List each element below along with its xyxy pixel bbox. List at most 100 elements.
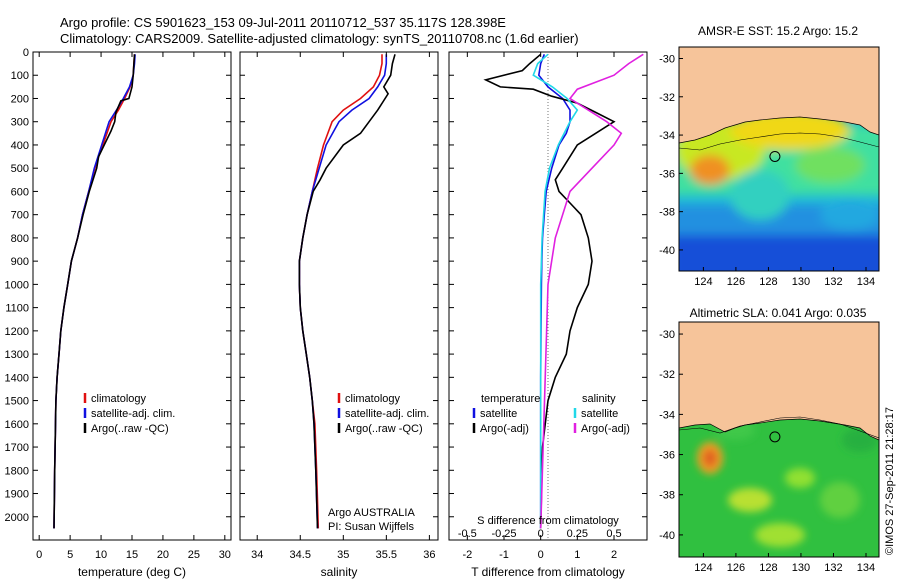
salinity-tick-label: 35 [337,549,349,561]
depth-tick-label: 0 [23,47,29,59]
sla-map-frame [678,321,880,558]
temperature-legend-label: satellite-adj. clim. [91,408,175,420]
sla-field-patch [820,482,860,518]
latitude-tick-label: -32 [659,92,675,104]
imos-timestamp: ©IMOS 27-Sep-2011 21:28:17 [884,407,896,555]
sst-field-patch [690,155,730,185]
salinity-legend-label: satellite-adj. clim. [345,408,429,420]
sla-map-panel: Altimetric SLA: 0.041 Argo: 0.035 124 126… [659,306,880,574]
sst-field-patch [730,170,790,220]
temperature-axes-frame [32,51,232,541]
depth-tick-label: 900 [11,256,29,268]
difference-series-2 [483,53,616,529]
salinity-axes-frame [239,51,439,541]
longitude-tick-label: 132 [824,562,842,574]
temperature-diff-legend-label: Argo(-adj) [480,423,529,435]
s-difference-tick-label: 0 [538,528,544,540]
depth-tick-label: 500 [11,163,29,175]
sst-map-title: AMSR-E SST: 15.2 Argo: 15.2 [698,24,858,38]
latitude-tick-label: -38 [659,490,675,502]
longitude-tick-label: 130 [792,562,810,574]
temperature-tick-label: 20 [157,549,169,561]
salinity-panel: 34 34.5 35 35.5 36 salinity climatology satel… [239,51,439,579]
salinity-tick-label: 34 [251,549,263,561]
salinity-legend-label: climatology [345,393,401,405]
longitude-tick-label: 124 [694,276,712,288]
latitude-tick-label: -40 [659,245,675,257]
latitude-tick-label: -34 [659,130,675,142]
sla-land [679,322,879,440]
depth-tick-label: 1700 [5,442,29,454]
s-difference-tick-label: -0.25 [491,528,516,540]
temperature-series-3 [53,54,136,529]
sla-coastline [679,418,879,441]
sst-map-panel: AMSR-E SST: 15.2 Argo: 15.2 [659,24,880,288]
latitude-tick-label: -30 [659,53,675,65]
longitude-tick-label: 126 [727,276,745,288]
depth-tick-label: 400 [11,140,29,152]
longitude-tick-label: 128 [759,562,777,574]
latitude-tick-label: -36 [659,168,675,180]
temperature-tick-label: 5 [67,549,73,561]
s-difference-tick-label: 0.25 [567,528,588,540]
longitude-tick-label: 126 [727,562,745,574]
latitude-tick-label: -38 [659,207,675,219]
longitude-tick-label: 132 [824,276,842,288]
sla-argo-marker [769,431,781,443]
sst-field-patch [820,200,879,230]
depth-tick-label: 1500 [5,396,29,408]
sla-field-patch [728,488,772,512]
salinity-series-3 [298,54,396,529]
sla-field-patch [755,523,805,547]
depth-tick-label: 1100 [5,303,29,315]
header-line-1: Argo profile: CS 5901623_153 09-Jul-2011… [60,15,506,30]
difference-series-4 [539,53,644,529]
temperature-diff-legend-label: satellite [480,408,517,420]
s-difference-tick-label: -0.5 [458,528,477,540]
salinity-diff-legend-label: satellite [581,408,618,420]
sla-contour [679,416,879,439]
longitude-tick-label: 130 [792,276,810,288]
temperature-tick-label: 25 [188,549,200,561]
salinity-series-1 [298,54,383,529]
difference-panel: -2 -1 0 1 2 -0.5 -0.25 0 0.25 0.5 S difference fr… [448,51,648,579]
depth-tick-label: 600 [11,186,29,198]
depth-tick-label: 1900 [5,489,29,501]
temperature-legend-label: Argo(..raw -QC) [91,423,169,435]
t-difference-tick-label: -1 [499,549,509,561]
depth-tick-label: 1000 [5,279,29,291]
salinity-tick-label: 34.5 [290,549,311,561]
depth-tick-label: 1400 [5,372,29,384]
longitude-tick-label: 128 [759,276,777,288]
depth-tick-label: 100 [11,70,29,82]
t-difference-tick-label: -2 [462,549,472,561]
depth-tick-label: 2000 [5,512,29,524]
sst-map-frame [678,46,880,272]
latitude-tick-label: -36 [659,450,675,462]
pi-label: PI: Susan Wijffels [328,521,414,533]
s-difference-tick-label: 0.5 [606,528,621,540]
salinity-legend-label: Argo(..raw -QC) [345,423,423,435]
t-difference-xlabel: T difference from climatology [471,565,625,579]
temperature-legend-label: climatology [91,393,147,405]
salinity-tick-label: 36 [423,549,435,561]
difference-series-3 [532,53,579,529]
depth-tick-label: 800 [11,233,29,245]
t-difference-tick-label: 0 [538,549,544,561]
temperature-tick-label: 0 [36,549,42,561]
temperature-tick-label: 30 [219,549,231,561]
depth-tick-label: 300 [11,117,29,129]
sst-front-contour [679,132,879,151]
sst-argo-marker [769,150,781,162]
salinity-xlabel: salinity [321,565,358,579]
temperature-panel: 0100200300400500600700800900100011001200… [5,47,232,579]
s-difference-xlabel: S difference from climatology [477,515,619,527]
sla-field-patch [785,468,815,488]
sla-field-patch [703,449,717,467]
latitude-tick-label: -32 [659,369,675,381]
latitude-tick-label: -30 [659,329,675,341]
sst-field-patch [795,147,865,183]
latitude-tick-label: -40 [659,530,675,542]
salinity-series-2 [298,54,388,529]
temperature-tick-label: 15 [126,549,138,561]
